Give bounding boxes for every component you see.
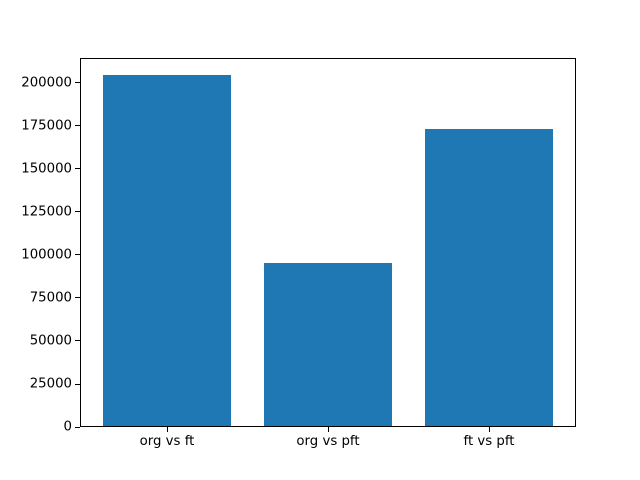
y-tick-mark (75, 340, 80, 342)
x-tick-label: org vs pft (296, 434, 360, 449)
bar-org-vs-ft (103, 74, 231, 427)
bar-org-vs-pft (264, 262, 392, 427)
bar-ft-vs-pft (425, 129, 553, 427)
x-tick-label: ft vs pft (463, 434, 515, 449)
y-tick-mark (75, 168, 80, 170)
y-tick-label: 0 (63, 419, 72, 435)
y-tick-mark (75, 82, 80, 84)
y-tick-label: 50000 (29, 333, 72, 349)
x-tick-mark (488, 427, 490, 432)
y-tick-label: 175000 (21, 118, 72, 134)
y-tick-label: 75000 (29, 290, 72, 306)
y-tick-label: 125000 (21, 204, 72, 220)
x-tick-label: org vs ft (139, 434, 195, 449)
x-tick-mark (327, 427, 329, 432)
y-tick-mark (75, 297, 80, 299)
y-tick-mark (75, 383, 80, 385)
y-tick-label: 150000 (21, 161, 72, 177)
y-tick-label: 100000 (21, 247, 72, 263)
y-tick-mark (75, 426, 80, 428)
y-tick-label: 200000 (21, 74, 72, 90)
y-tick-label: 25000 (29, 376, 72, 392)
x-tick-mark (166, 427, 168, 432)
y-tick-mark (75, 254, 80, 256)
y-tick-mark (75, 125, 80, 127)
y-tick-mark (75, 211, 80, 213)
